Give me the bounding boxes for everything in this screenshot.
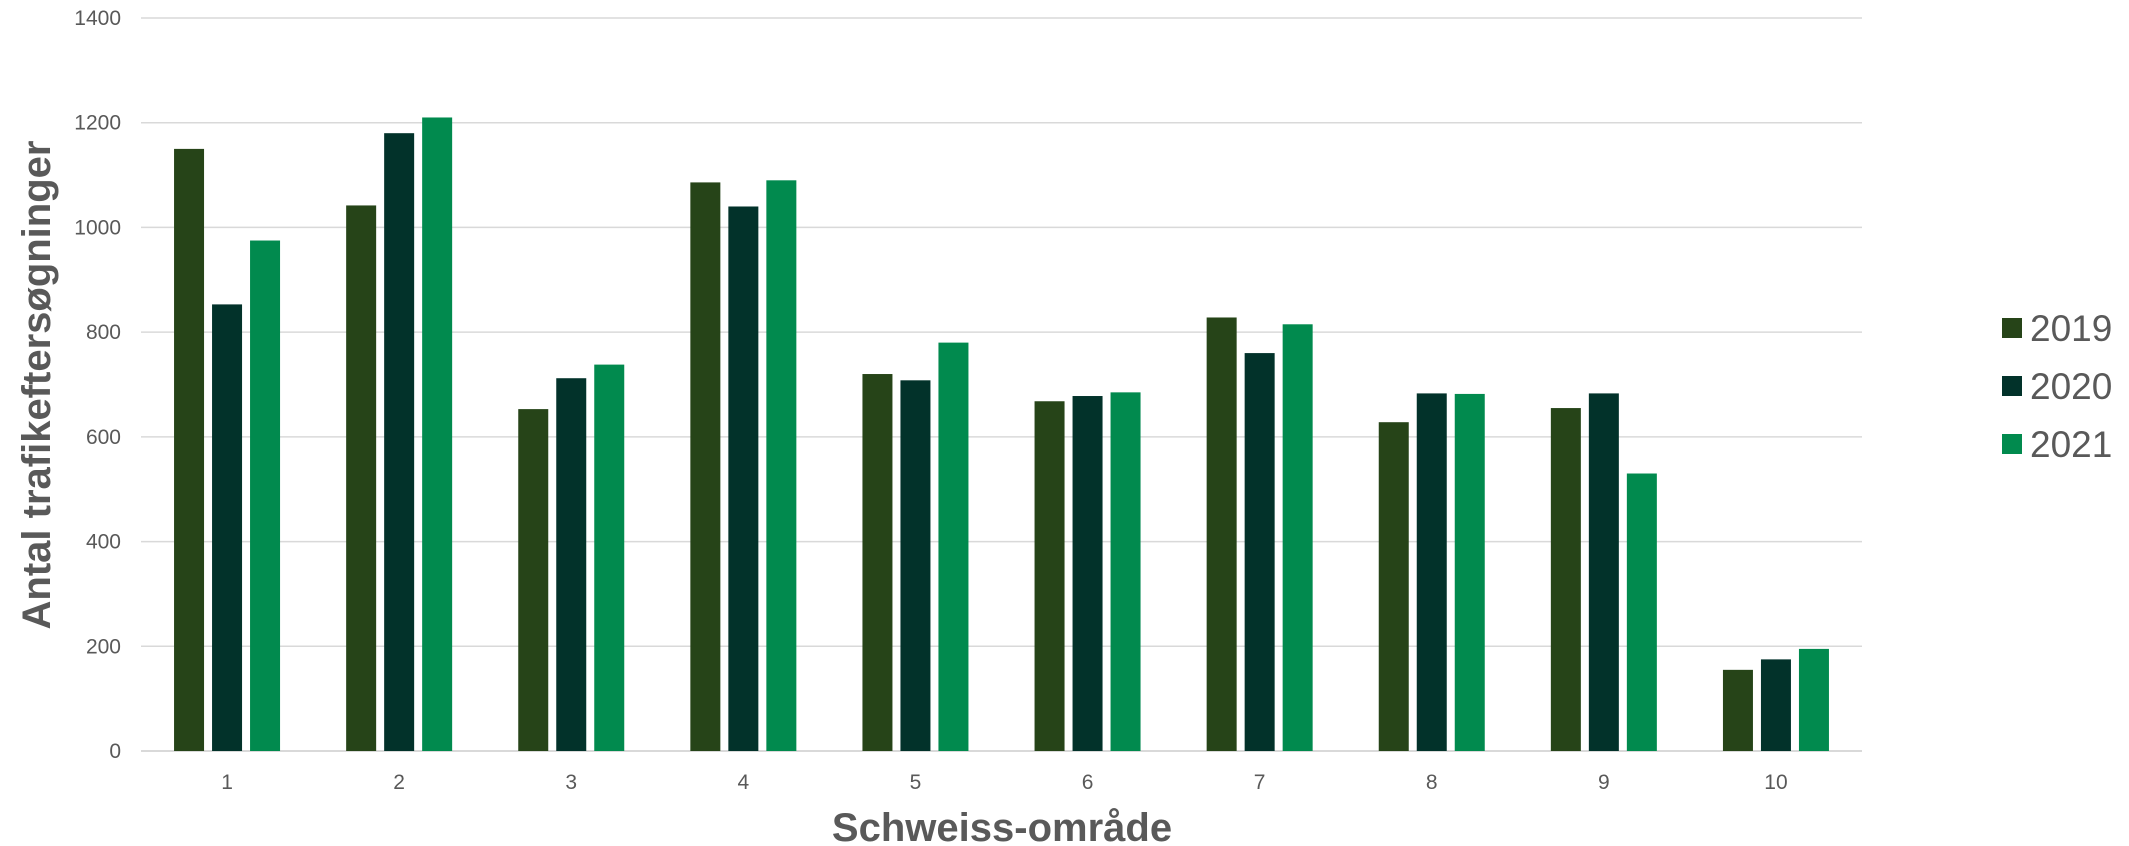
bar-2020-5 bbox=[900, 380, 931, 751]
bar-2019-4 bbox=[690, 182, 721, 751]
bar-2020-2 bbox=[384, 133, 415, 751]
bar-2021-4 bbox=[766, 180, 797, 752]
legend-swatch-2020 bbox=[2002, 376, 2022, 396]
x-tick-label: 2 bbox=[393, 771, 405, 794]
legend-label-2019: 2019 bbox=[2030, 308, 2112, 349]
bar-2019-3 bbox=[518, 409, 549, 751]
bar-2021-7 bbox=[1282, 324, 1313, 751]
y-tick-label: 200 bbox=[86, 635, 121, 658]
bar-2020-1 bbox=[212, 304, 243, 751]
bar-2020-3 bbox=[556, 378, 587, 751]
legend-label-2020: 2020 bbox=[2030, 366, 2112, 407]
y-tick-label: 1200 bbox=[74, 112, 121, 135]
x-tick-label: 3 bbox=[565, 771, 577, 794]
x-tick-label: 8 bbox=[1426, 771, 1438, 794]
x-tick-label: 5 bbox=[910, 771, 922, 794]
x-tick-label: 6 bbox=[1082, 771, 1094, 794]
bar-2020-6 bbox=[1072, 396, 1103, 751]
legend-label-2021: 2021 bbox=[2030, 424, 2112, 465]
bar-2019-1 bbox=[174, 148, 205, 752]
bar-2019-10 bbox=[1722, 669, 1753, 751]
bar-2019-9 bbox=[1550, 408, 1581, 751]
y-tick-label: 600 bbox=[86, 426, 121, 449]
bar-2020-10 bbox=[1760, 659, 1791, 751]
bar-2019-5 bbox=[862, 374, 893, 751]
bar-2021-2 bbox=[422, 117, 453, 751]
y-tick-label: 0 bbox=[109, 740, 121, 763]
y-axis-title: Antal trafikeftersøgninger bbox=[15, 141, 59, 630]
x-tick-label: 7 bbox=[1254, 771, 1266, 794]
bar-2021-9 bbox=[1626, 473, 1657, 751]
x-axis-title: Schweiss-område bbox=[832, 806, 1172, 846]
bar-2019-2 bbox=[346, 205, 377, 751]
y-tick-label: 400 bbox=[86, 531, 121, 554]
bar-2021-8 bbox=[1454, 393, 1485, 751]
bar-2020-8 bbox=[1416, 393, 1447, 751]
legend-swatch-2021 bbox=[2002, 434, 2022, 454]
bar-2020-7 bbox=[1244, 353, 1275, 751]
y-tick-label: 800 bbox=[86, 321, 121, 344]
bars bbox=[174, 117, 1829, 752]
bar-2021-3 bbox=[594, 364, 625, 751]
bar-2019-8 bbox=[1378, 422, 1409, 751]
bar-2020-4 bbox=[728, 206, 759, 751]
bar-2019-6 bbox=[1034, 401, 1065, 751]
bar-2020-9 bbox=[1588, 393, 1619, 751]
y-tick-label: 1400 bbox=[74, 7, 121, 30]
x-tick-label: 1 bbox=[221, 771, 233, 794]
y-tick-label: 1000 bbox=[74, 216, 121, 239]
bar-2021-1 bbox=[250, 240, 281, 751]
y-axis-ticks: 0 200 400 600 800 1000 1200 1400 bbox=[74, 7, 121, 763]
legend-swatch-2019 bbox=[2002, 318, 2022, 338]
bar-2019-7 bbox=[1206, 317, 1237, 751]
x-tick-label: 4 bbox=[738, 771, 750, 794]
bar-2021-5 bbox=[938, 342, 969, 751]
x-axis-ticks: 1 2 3 4 5 6 7 8 9 10 bbox=[221, 771, 1787, 794]
legend: 2019 2020 2021 bbox=[2002, 308, 2112, 465]
bar-2021-6 bbox=[1110, 392, 1141, 751]
x-tick-label: 9 bbox=[1598, 771, 1610, 794]
bar-2021-10 bbox=[1798, 648, 1829, 751]
x-tick-label: 10 bbox=[1764, 771, 1787, 794]
